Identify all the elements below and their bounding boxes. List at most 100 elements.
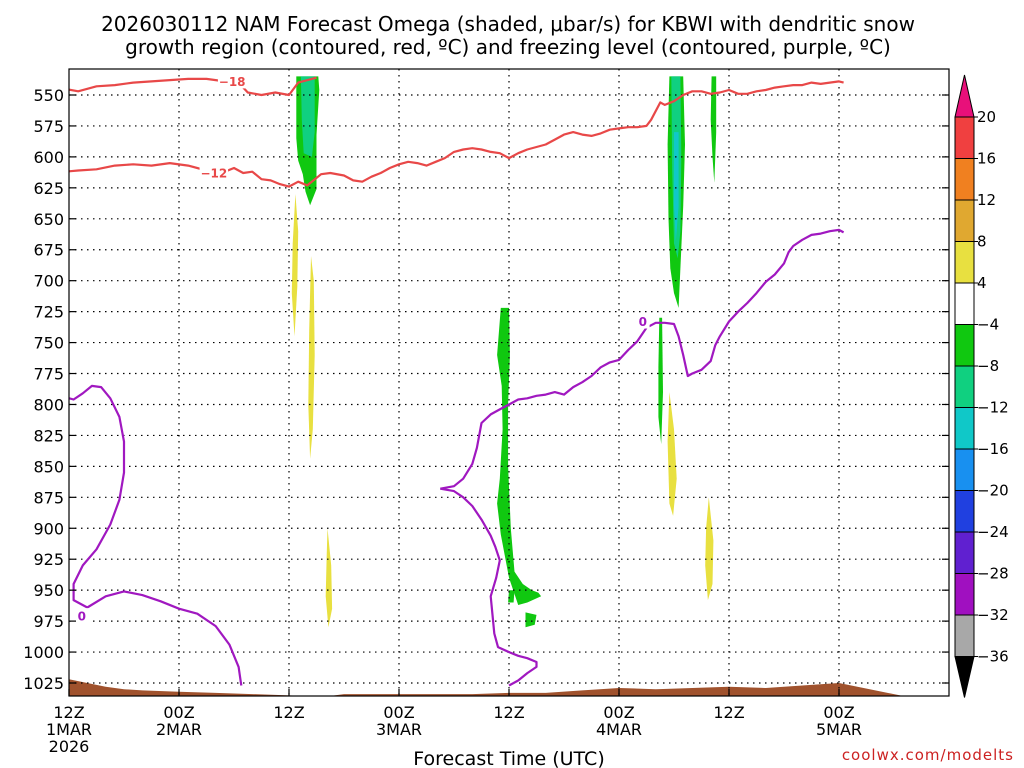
plot-content [69,69,949,696]
terrain-fill [69,679,904,696]
omega-region-5 [710,76,717,183]
y-tick-label: 925 [33,550,64,569]
omega-region-8 [508,590,515,603]
y-tick-label: 975 [33,612,64,631]
contour-label: −12 [200,166,227,180]
colorbar-bottom-arrow [954,656,975,698]
x-tick-label: 00Z [603,703,634,722]
contour-label: 0 [78,610,86,624]
y-tick-label: 775 [33,365,64,384]
colorbar-swatch [954,573,975,616]
colorbar-swatch [954,158,975,201]
y-tick-label: 550 [33,86,64,105]
x-tick-label: 5MAR [816,720,862,739]
x-tick-label: 12Z [713,703,744,722]
x-tick-label: 1MAR [46,720,92,739]
contour-label-bg [636,313,650,329]
contour-labels: −18 −12 0 0 [75,73,650,624]
y-tick-label: 700 [33,272,64,291]
colorbar-swatch [954,614,975,657]
terrain [69,679,904,696]
colorbar-label: 4 [977,274,987,292]
contour-label-bg [75,608,89,624]
omega-region-11 [308,255,315,459]
y-tick-label: 850 [33,457,64,476]
omega-region-9 [525,612,537,628]
omega-region-14 [705,497,714,601]
y-tick-label: 625 [33,179,64,198]
title-line-1: 2026030112 NAM Forecast Omega (shaded, μ… [101,12,915,36]
credit-text: coolwx.com/modelts [842,746,1014,764]
x-tick-label: 00Z [823,703,854,722]
contour-line-2 [440,228,845,490]
x-tick-label: 4MAR [596,720,642,739]
omega-region-7 [497,307,542,605]
x-tick-label: 2MAR [156,720,202,739]
colorbar-label: −28 [977,565,1009,583]
x-tick-label: 3MAR [376,720,422,739]
y-tick-label: 900 [33,519,64,538]
x-tick-label: 00Z [383,703,414,722]
y-tick-label: 575 [33,117,64,136]
colorbar-swatch [954,407,975,450]
y-tick-label: 1000 [23,643,64,662]
colorbar-label: −36 [977,648,1009,666]
x-tick-label: 00Z [163,703,194,722]
colorbar-swatch [954,490,975,533]
colorbar: 20 16 12 8 4 −4 −8 −12 −16 −20 −24 −28 −32 −36 [954,74,1009,698]
colorbar-label: −16 [977,440,1009,458]
colorbar-label: 8 [977,233,987,251]
title-line-2: growth region (contoured, red, ºC) and f… [125,35,891,59]
x-tick-label: 12Z [53,703,84,722]
colorbar-label: −8 [977,357,999,375]
omega-region-10 [291,194,299,337]
y-tick-label: 825 [33,426,64,445]
colorbar-label: −24 [977,523,1009,541]
contour-label: 0 [639,315,647,329]
colorbar-swatch [954,365,975,408]
omega-shading [291,76,717,628]
y-tick-label: 725 [33,303,64,322]
y-tick-label: 650 [33,210,64,229]
y-tick-label: 750 [33,334,64,353]
contour-label-bg [199,164,229,180]
contours [69,76,845,687]
y-tick-label: 875 [33,488,64,507]
colorbar-swatch [954,282,975,325]
colorbar-label: −32 [977,606,1009,624]
omega-region-4 [674,132,679,242]
contour-line-3 [440,487,538,687]
x-tick-label: 12Z [273,703,304,722]
y-tick-label: 600 [33,148,64,167]
x-axis-title: Forecast Time (UTC) [413,748,604,768]
colorbar-label: 20 [977,108,996,126]
y-axis: 550 575 600 625 650 675 700 725 750 775 800 825 850 8… [23,86,949,693]
x-tick-label: 12Z [493,703,524,722]
y-tick-label: 950 [33,581,64,600]
colorbar-swatch [954,531,975,574]
contour-line-0 [69,76,317,97]
y-tick-label: 675 [33,241,64,260]
omega-region-1 [300,76,315,157]
gridlines [69,69,949,696]
y-tick-label: 800 [33,395,64,414]
omega-region-6 [658,317,663,445]
colorbar-swatch [954,324,975,367]
colorbar-label: −4 [977,316,999,334]
contour-line-4 [69,384,243,686]
colorbar-swatch [954,448,975,491]
colorbar-swatch [954,116,975,159]
y-tick-label: 1025 [23,674,64,693]
colorbar-swatch [954,199,975,242]
colorbar-label: −20 [977,482,1009,500]
contour-label-bg [217,73,247,89]
colorbar-label: 12 [977,191,996,209]
omega-region-12 [325,528,333,628]
colorbar-label: 16 [977,150,996,168]
omega-region-13 [667,392,677,516]
contour-label: −18 [219,75,246,89]
colorbar-label: −12 [977,399,1009,417]
